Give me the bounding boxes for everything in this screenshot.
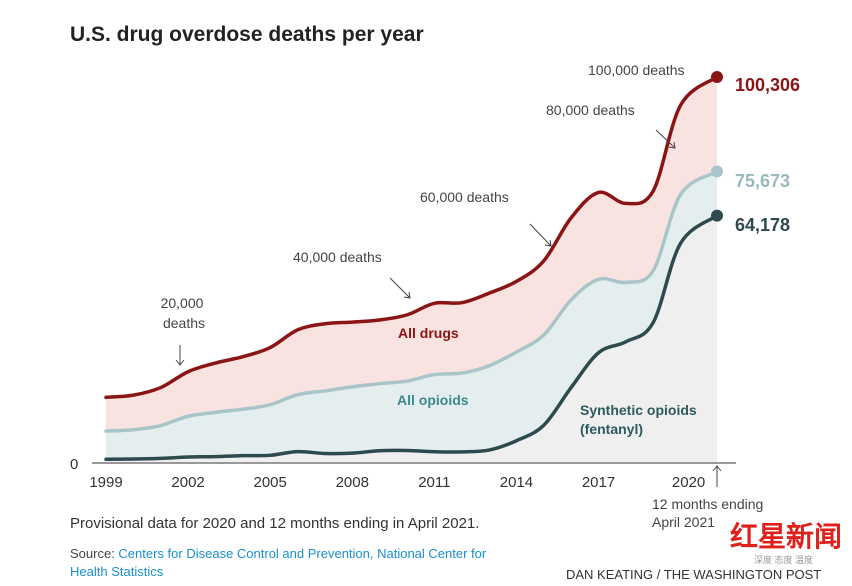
end-value-synthetic: 64,178 xyxy=(735,215,790,235)
end-point-synthetic-opioids-fentanyl xyxy=(711,209,723,222)
x-tick-2002: 2002 xyxy=(171,474,204,491)
watermark-logo: 红星新闻 xyxy=(730,520,842,553)
lines xyxy=(104,71,723,461)
series-label-synthetic-line2: (fentanyl) xyxy=(580,421,643,437)
source-link-line-2[interactable]: Health Statistics xyxy=(70,564,164,579)
x-tick-2020: 2020 xyxy=(672,474,705,491)
arrowhead xyxy=(668,141,676,149)
series-label-synthetic-line1: Synthetic opioids xyxy=(580,402,697,418)
source-link[interactable]: Centers for Disease Control and Preventi… xyxy=(118,546,486,561)
end-point-all-drugs xyxy=(711,71,723,83)
annotation-20000-line1: 20,000 xyxy=(161,295,204,311)
x-tick-2014: 2014 xyxy=(500,474,533,491)
annotation-40000: 40,000 deaths xyxy=(293,249,382,265)
line-all-opioids xyxy=(104,169,719,433)
x-tick-1999: 1999 xyxy=(89,474,122,491)
x-tick-2008: 2008 xyxy=(336,474,369,491)
arrowhead xyxy=(544,239,552,247)
x-tick-2011: 2011 xyxy=(418,474,450,491)
line-all-drugs xyxy=(104,75,719,400)
end-value-all-opioids: 75,673 xyxy=(735,171,790,191)
annotation-arrow-60000 xyxy=(529,223,552,247)
annotation-60000: 60,000 deaths xyxy=(420,189,509,205)
end-value-all-drugs: 100,306 xyxy=(735,75,800,95)
source-prefix: Source: xyxy=(70,546,118,561)
annotation-20000-line2: deaths xyxy=(163,315,205,331)
x-ticks: 1999 2002 2005 2008 2011 2014 2017 2020 xyxy=(89,474,705,491)
line-synthetic-opioids-fentanyl xyxy=(104,213,719,461)
series-label-all-opioids: All opioids xyxy=(397,392,469,408)
annotation-100000: 100,000 deaths xyxy=(588,62,685,78)
annotations xyxy=(175,129,722,487)
end-note-line1: 12 months ending xyxy=(652,496,763,512)
arrowhead xyxy=(175,359,185,366)
source-line-1: Source: Centers for Disease Control and … xyxy=(70,546,487,561)
x-tick-2005: 2005 xyxy=(253,474,286,491)
end-point-all-opioids xyxy=(711,165,723,178)
footnote: Provisional data for 2020 and 12 months … xyxy=(70,515,479,532)
arrowhead xyxy=(403,291,411,299)
y-tick-0: 0 xyxy=(70,456,78,473)
watermark-sub: 深度 态度 温度 xyxy=(754,554,813,565)
annotation-arrow-40000 xyxy=(389,277,411,299)
arrowhead xyxy=(712,465,722,472)
area-all-opioids xyxy=(106,171,717,462)
annotation-80000: 80,000 deaths xyxy=(546,102,635,118)
credit: DAN KEATING / THE WASHINGTON POST xyxy=(566,567,821,582)
series-label-all-drugs: All drugs xyxy=(398,325,459,341)
chart-title: U.S. drug overdose deaths per year xyxy=(70,23,424,46)
annotation-arrow-80000 xyxy=(655,129,676,149)
end-note-line2: April 2021 xyxy=(652,514,715,530)
x-tick-2017: 2017 xyxy=(582,474,615,491)
